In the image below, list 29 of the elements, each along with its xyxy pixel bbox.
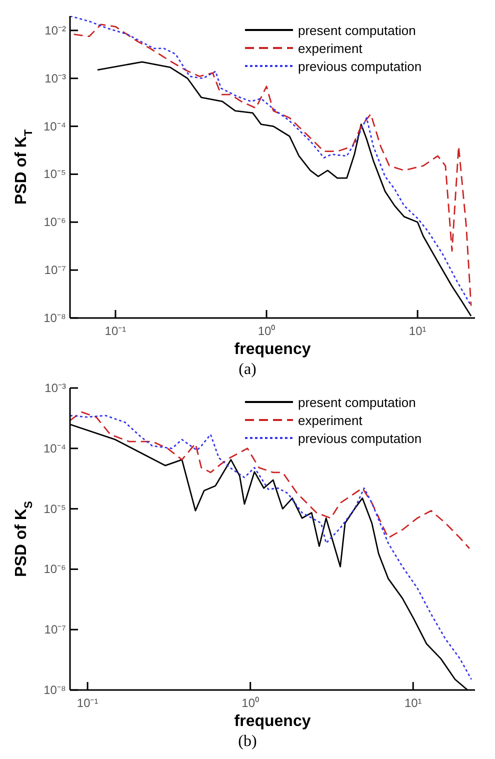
y-tick-label: 10⁻⁸ — [44, 683, 66, 697]
y-tick-label: 10⁻⁵ — [44, 167, 66, 182]
y-tick-label: 10⁻⁷ — [44, 263, 66, 278]
y-tick-label: 10⁻⁶ — [44, 215, 66, 230]
y-tick-label: 10⁻³ — [44, 71, 66, 86]
y-tick-label: 10⁻⁷ — [44, 622, 66, 637]
text: (a) — [238, 361, 256, 378]
x-tick-label: 10⁰ — [258, 324, 276, 338]
legend-label: experiment — [298, 41, 363, 56]
x-axis-title: frequency — [234, 713, 311, 730]
x-tick-label: 10⁻¹ — [104, 324, 126, 338]
y-tick-label: 10⁻² — [44, 23, 66, 38]
legend-label: previous computation — [298, 59, 422, 74]
x-tick-label: 10¹ — [404, 696, 422, 710]
x-axis-title: frequency — [234, 341, 311, 358]
y-tick-label: 10⁻⁵ — [44, 502, 66, 516]
x-tick-label: 10⁻¹ — [76, 696, 98, 710]
y-tick-label: 10⁻³ — [44, 381, 66, 395]
legend-label: experiment — [298, 413, 363, 428]
legend-label: previous computation — [298, 431, 422, 446]
legend-label: present computation — [298, 23, 416, 38]
x-tick-label: 10¹ — [408, 324, 426, 338]
y-tick-label: 10⁻⁴ — [43, 119, 66, 134]
text: (b) — [238, 733, 257, 750]
y-tick-label: 10⁻⁶ — [44, 562, 66, 576]
legend-label: present computation — [298, 395, 416, 410]
x-tick-label: 10⁰ — [242, 696, 260, 710]
y-tick-label: 10⁻⁴ — [43, 441, 66, 456]
y-tick-label: 10⁻⁸ — [44, 311, 66, 325]
